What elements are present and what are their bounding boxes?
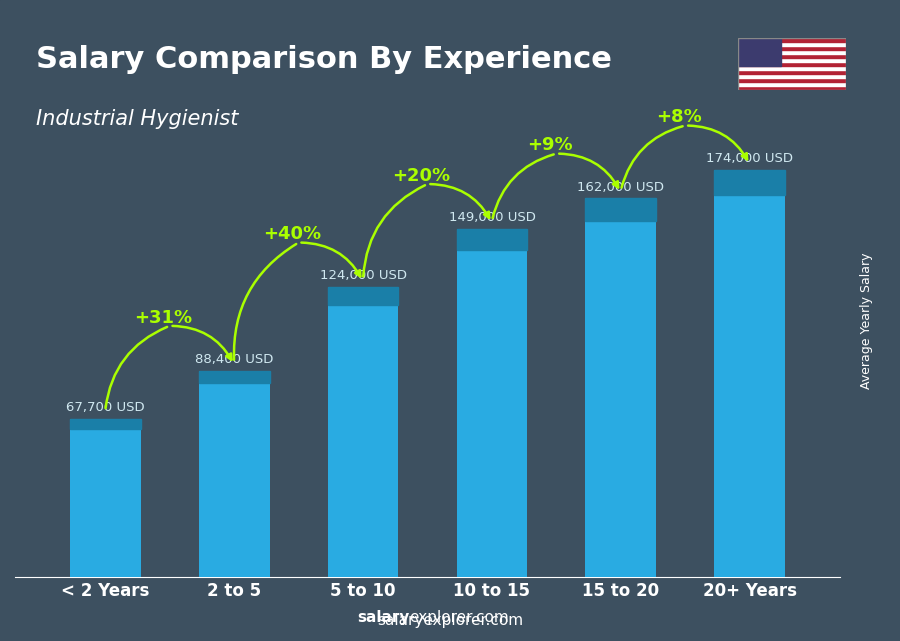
Bar	[199, 370, 270, 383]
Bar	[738, 78, 846, 82]
Bar	[715, 171, 785, 578]
Text: 88,400 USD: 88,400 USD	[195, 353, 274, 366]
Text: +40%: +40%	[263, 226, 321, 244]
Bar	[70, 419, 140, 429]
Bar	[738, 82, 846, 86]
Bar	[738, 70, 846, 74]
Text: +31%: +31%	[134, 309, 193, 327]
Bar	[738, 86, 846, 90]
Bar	[738, 62, 846, 66]
Text: +9%: +9%	[527, 137, 572, 154]
Bar	[328, 287, 399, 304]
Bar	[456, 229, 527, 250]
Text: 124,000 USD: 124,000 USD	[320, 269, 407, 283]
Bar	[199, 370, 270, 578]
Text: +8%: +8%	[656, 108, 702, 126]
Text: Industrial Hygienist: Industrial Hygienist	[36, 109, 238, 129]
Bar	[738, 58, 846, 62]
Text: Salary Comparison By Experience: Salary Comparison By Experience	[36, 45, 612, 74]
Bar	[456, 229, 527, 578]
Bar	[585, 199, 656, 221]
Bar	[738, 50, 846, 54]
Bar	[738, 42, 846, 46]
Bar	[738, 46, 846, 50]
Bar	[585, 199, 656, 578]
Bar	[70, 419, 140, 578]
Text: 149,000 USD: 149,000 USD	[448, 211, 536, 224]
Text: +20%: +20%	[392, 167, 450, 185]
Bar	[738, 38, 781, 66]
Text: 162,000 USD: 162,000 USD	[578, 181, 664, 194]
Bar	[328, 287, 399, 578]
Text: salaryexplorer.com: salaryexplorer.com	[377, 613, 523, 628]
Bar	[738, 54, 846, 58]
Text: salary: salary	[357, 610, 410, 625]
Text: explorer.com: explorer.com	[410, 610, 509, 625]
Bar	[738, 66, 846, 70]
Text: Average Yearly Salary: Average Yearly Salary	[860, 253, 873, 388]
Bar	[738, 74, 846, 78]
Bar	[738, 38, 846, 42]
Text: 67,700 USD: 67,700 USD	[66, 401, 145, 414]
Bar	[715, 171, 785, 195]
Text: 174,000 USD: 174,000 USD	[706, 153, 793, 165]
